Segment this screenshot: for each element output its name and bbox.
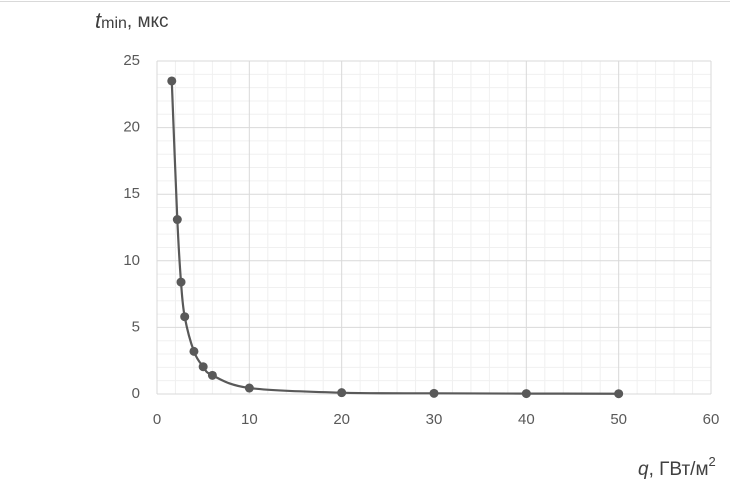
data-point [167, 76, 177, 86]
data-point [172, 215, 182, 225]
data-point [189, 346, 199, 356]
data-point [337, 388, 347, 398]
x-tick-label: 50 [610, 411, 627, 428]
x-axis-label: q, ГВт/м2 [638, 454, 716, 480]
x-tick-label: 20 [333, 411, 350, 428]
data-point [176, 277, 186, 287]
x-tick-label: 40 [518, 411, 535, 428]
y-tick-label: 0 [132, 385, 140, 402]
data-point [521, 389, 531, 399]
data-point [207, 370, 217, 380]
y-tick-label: 10 [123, 252, 140, 269]
data-point [244, 383, 254, 393]
y-axis-label: tmin, мкс [95, 8, 169, 33]
data-point [614, 389, 624, 399]
y-tick-label: 15 [123, 185, 140, 202]
data-point [180, 312, 190, 322]
y-tick-label: 5 [132, 318, 140, 335]
y-tick-label: 25 [123, 52, 140, 69]
y-tick-label: 20 [123, 119, 140, 136]
x-tick-label: 10 [241, 411, 258, 428]
x-tick-label: 0 [153, 411, 161, 428]
x-tick-label: 30 [426, 411, 443, 428]
series-line [170, 80, 619, 395]
data-point [429, 388, 439, 398]
data-point [198, 362, 208, 372]
x-tick-label: 60 [703, 411, 720, 428]
